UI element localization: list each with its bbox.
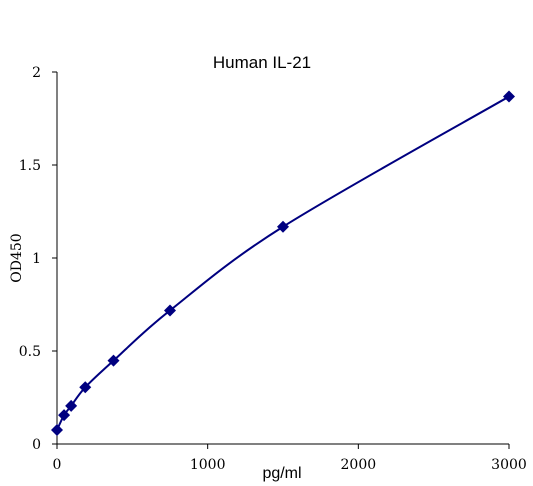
data-points [51, 90, 515, 437]
chart-title: Human IL-21 [213, 53, 311, 72]
x-ticks: 0 1000 2000 3000 [53, 444, 527, 473]
axes [56, 72, 509, 445]
y-tick-label: 1.5 [19, 158, 41, 174]
data-point-marker [79, 381, 92, 394]
data-point-marker [164, 304, 176, 317]
y-axis-label: OD450 [9, 233, 25, 282]
fit-curve [56, 95, 510, 431]
y-ticks: 0 0.5 1 1.5 2 [19, 65, 57, 453]
data-point-marker [107, 354, 120, 367]
x-tick-label: 0 [53, 457, 62, 473]
x-tick-label: 3000 [491, 457, 527, 473]
y-tick-label: 0 [32, 437, 41, 453]
y-tick-label: 1 [32, 251, 41, 267]
y-tick-label: 2 [32, 65, 41, 81]
data-point-marker [503, 90, 515, 103]
x-axis-label: pg/ml [262, 465, 301, 482]
data-point-marker [277, 220, 289, 233]
x-tick-label: 1000 [190, 457, 226, 473]
x-tick-label: 2000 [341, 457, 377, 473]
data-point-marker [65, 399, 78, 412]
data-point-marker [58, 409, 71, 422]
data-point-marker [51, 424, 63, 437]
y-tick-label: 0.5 [19, 344, 41, 360]
